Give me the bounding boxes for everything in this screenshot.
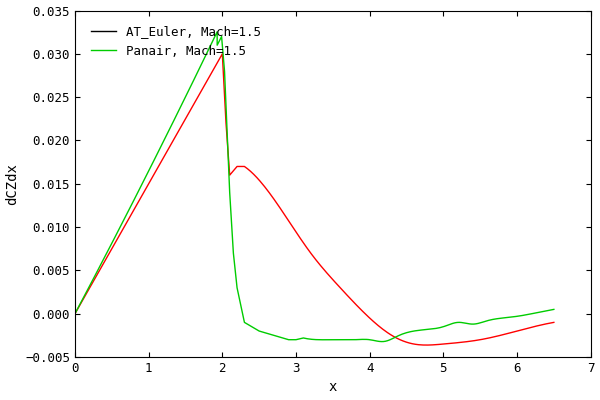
X-axis label: x: x: [329, 380, 337, 394]
Y-axis label: dCZdx: dCZdx: [5, 163, 20, 205]
Legend: AT_Euler, Mach=1.5, Panair, Mach=1.5: AT_Euler, Mach=1.5, Panair, Mach=1.5: [86, 20, 266, 62]
